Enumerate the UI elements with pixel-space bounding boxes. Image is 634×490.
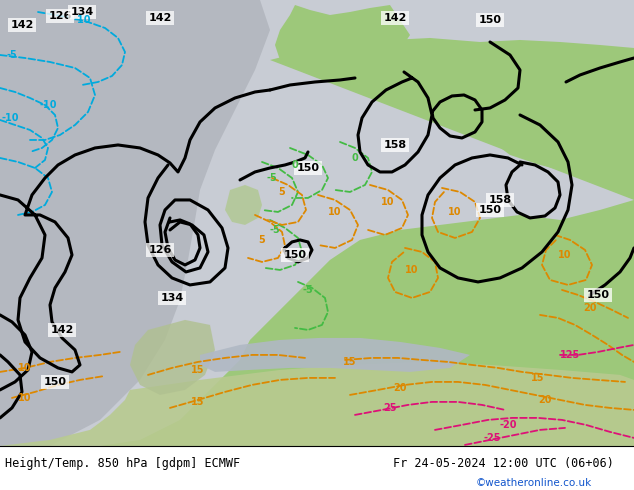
Text: 134: 134 bbox=[160, 293, 184, 303]
Polygon shape bbox=[0, 362, 634, 446]
Polygon shape bbox=[275, 5, 410, 72]
Polygon shape bbox=[225, 185, 262, 225]
Text: 142: 142 bbox=[10, 20, 34, 30]
Text: 20: 20 bbox=[583, 303, 597, 313]
Polygon shape bbox=[420, 0, 634, 180]
Text: 142: 142 bbox=[384, 13, 406, 23]
Text: 126: 126 bbox=[48, 11, 72, 21]
Text: Height/Temp. 850 hPa [gdpm] ECMWF: Height/Temp. 850 hPa [gdpm] ECMWF bbox=[5, 457, 240, 469]
Text: 10: 10 bbox=[448, 207, 462, 217]
Text: 25: 25 bbox=[383, 403, 397, 413]
Text: -10: -10 bbox=[1, 113, 19, 123]
Text: 158: 158 bbox=[488, 195, 512, 205]
Text: 10: 10 bbox=[405, 265, 418, 275]
Text: 20: 20 bbox=[393, 383, 407, 393]
Text: 10: 10 bbox=[328, 207, 342, 217]
Text: 150: 150 bbox=[586, 290, 609, 300]
Text: -10: -10 bbox=[74, 15, 91, 25]
Text: 134: 134 bbox=[70, 7, 94, 17]
Text: 0: 0 bbox=[352, 153, 358, 163]
Text: 15: 15 bbox=[191, 397, 205, 407]
Text: 150: 150 bbox=[44, 377, 67, 387]
Text: ©weatheronline.co.uk: ©weatheronline.co.uk bbox=[476, 478, 592, 488]
Polygon shape bbox=[0, 0, 270, 446]
Text: Fr 24-05-2024 12:00 UTC (06+06): Fr 24-05-2024 12:00 UTC (06+06) bbox=[393, 457, 614, 469]
Text: 10: 10 bbox=[559, 250, 572, 260]
Text: -5: -5 bbox=[269, 225, 280, 235]
Text: 142: 142 bbox=[148, 13, 172, 23]
Text: 150: 150 bbox=[283, 250, 306, 260]
Polygon shape bbox=[100, 38, 634, 446]
Text: 10: 10 bbox=[18, 393, 32, 403]
Text: -5: -5 bbox=[302, 285, 313, 295]
Text: 10: 10 bbox=[381, 197, 395, 207]
Text: -5: -5 bbox=[267, 173, 278, 183]
Text: 5: 5 bbox=[259, 235, 266, 245]
Text: 15: 15 bbox=[531, 373, 545, 383]
Text: 126: 126 bbox=[148, 245, 172, 255]
Text: -5: -5 bbox=[6, 50, 17, 60]
Text: 5: 5 bbox=[278, 187, 285, 197]
Text: -25: -25 bbox=[483, 433, 501, 443]
Text: -10: -10 bbox=[39, 100, 57, 110]
Text: 150: 150 bbox=[297, 163, 320, 173]
Text: 0: 0 bbox=[292, 160, 299, 170]
Text: 125: 125 bbox=[560, 350, 580, 360]
Text: 20: 20 bbox=[538, 395, 552, 405]
Polygon shape bbox=[130, 320, 215, 395]
Text: 150: 150 bbox=[479, 205, 501, 215]
Text: 142: 142 bbox=[50, 325, 74, 335]
Text: 15: 15 bbox=[191, 365, 205, 375]
Polygon shape bbox=[200, 338, 470, 372]
Text: 10: 10 bbox=[18, 363, 32, 373]
Text: 15: 15 bbox=[343, 357, 357, 367]
Text: 150: 150 bbox=[479, 15, 501, 25]
Text: 158: 158 bbox=[384, 140, 406, 150]
Text: -20: -20 bbox=[499, 420, 517, 430]
